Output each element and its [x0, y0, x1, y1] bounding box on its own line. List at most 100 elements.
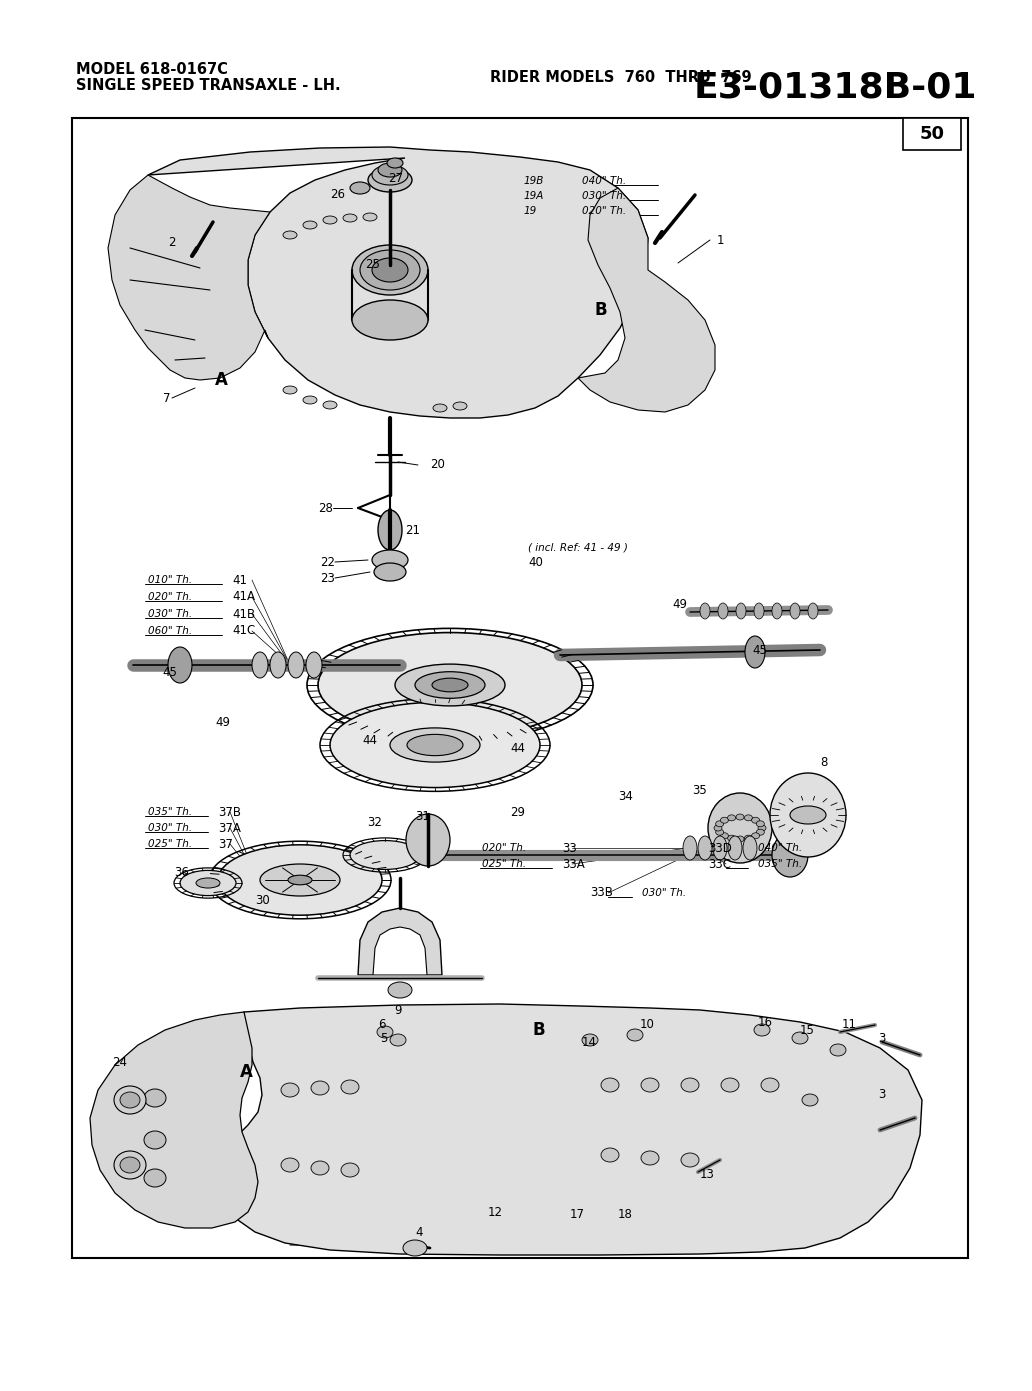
Text: 1: 1	[717, 234, 724, 246]
Ellipse shape	[728, 815, 736, 821]
Text: SINGLE SPEED TRANSAXLE - LH.: SINGLE SPEED TRANSAXLE - LH.	[76, 78, 341, 93]
Text: 20: 20	[430, 459, 445, 472]
Ellipse shape	[323, 216, 337, 224]
Text: 040" Th.: 040" Th.	[582, 177, 626, 186]
Polygon shape	[358, 908, 442, 975]
Ellipse shape	[318, 633, 582, 737]
Text: 15: 15	[800, 1024, 815, 1036]
Ellipse shape	[743, 836, 757, 860]
Ellipse shape	[728, 835, 736, 842]
Ellipse shape	[303, 396, 317, 403]
Text: 31: 31	[415, 810, 430, 822]
Ellipse shape	[751, 833, 760, 839]
Text: 25: 25	[365, 259, 380, 271]
Text: 025" Th.: 025" Th.	[148, 839, 192, 849]
Ellipse shape	[307, 652, 322, 677]
Ellipse shape	[757, 825, 766, 830]
Ellipse shape	[713, 836, 727, 860]
Ellipse shape	[715, 829, 723, 835]
Ellipse shape	[601, 1078, 619, 1092]
Ellipse shape	[252, 652, 268, 677]
Text: MODEL 618-0167C: MODEL 618-0167C	[76, 63, 228, 77]
Ellipse shape	[756, 829, 765, 835]
Ellipse shape	[761, 1078, 779, 1092]
Text: 020" Th.: 020" Th.	[148, 593, 192, 602]
Text: E3-01318B-01: E3-01318B-01	[694, 71, 977, 104]
Text: 17: 17	[570, 1209, 585, 1221]
Text: 11: 11	[842, 1018, 857, 1032]
Ellipse shape	[288, 875, 312, 885]
Ellipse shape	[582, 1034, 598, 1046]
Ellipse shape	[715, 821, 723, 826]
Text: RIDER MODELS  760  THRU  769: RIDER MODELS 760 THRU 769	[490, 70, 751, 85]
Text: A: A	[215, 371, 228, 389]
Ellipse shape	[281, 1157, 299, 1173]
Ellipse shape	[432, 679, 467, 691]
Ellipse shape	[350, 840, 420, 869]
Ellipse shape	[378, 163, 402, 177]
Ellipse shape	[744, 815, 752, 821]
Ellipse shape	[283, 231, 297, 239]
Ellipse shape	[114, 1086, 146, 1114]
Text: B: B	[533, 1021, 545, 1039]
Text: 41: 41	[232, 573, 247, 587]
Ellipse shape	[736, 814, 744, 821]
Text: 33B: 33B	[590, 886, 613, 900]
Ellipse shape	[736, 836, 744, 842]
Text: 9: 9	[394, 1003, 401, 1017]
Text: 040" Th.: 040" Th.	[757, 843, 802, 853]
Ellipse shape	[718, 604, 728, 619]
Text: 030" Th.: 030" Th.	[148, 609, 192, 619]
Ellipse shape	[372, 549, 408, 570]
Text: 29: 29	[510, 805, 525, 818]
Ellipse shape	[372, 166, 408, 185]
Text: 36: 36	[174, 867, 189, 879]
Text: 21: 21	[405, 523, 420, 537]
Ellipse shape	[407, 734, 463, 755]
Text: 44: 44	[362, 733, 377, 747]
Text: 24: 24	[112, 1056, 127, 1068]
Text: 010" Th.: 010" Th.	[148, 574, 192, 586]
Ellipse shape	[196, 878, 220, 887]
Text: 41C: 41C	[232, 625, 255, 637]
Ellipse shape	[323, 401, 337, 409]
Text: 020" Th.: 020" Th.	[482, 843, 526, 853]
Ellipse shape	[283, 385, 297, 394]
Ellipse shape	[352, 300, 428, 339]
Ellipse shape	[681, 1078, 699, 1092]
Text: 33A: 33A	[562, 857, 585, 871]
Text: 28: 28	[318, 502, 333, 515]
Text: 020" Th.: 020" Th.	[582, 206, 626, 216]
Ellipse shape	[791, 604, 800, 619]
Ellipse shape	[754, 1024, 770, 1036]
Ellipse shape	[627, 1029, 643, 1040]
Bar	[72, 118, 968, 1257]
Ellipse shape	[721, 1078, 739, 1092]
Ellipse shape	[720, 833, 729, 839]
Text: 18: 18	[618, 1209, 633, 1221]
Ellipse shape	[728, 836, 742, 860]
Ellipse shape	[120, 1092, 140, 1109]
Ellipse shape	[772, 833, 808, 876]
Ellipse shape	[681, 1153, 699, 1167]
Text: 30: 30	[255, 893, 269, 907]
Ellipse shape	[802, 1093, 818, 1106]
Text: 33C: 33C	[708, 857, 731, 871]
Ellipse shape	[350, 182, 370, 193]
Text: 4: 4	[415, 1225, 422, 1238]
Text: 3: 3	[878, 1032, 885, 1045]
Ellipse shape	[218, 844, 382, 915]
Ellipse shape	[433, 403, 447, 412]
Ellipse shape	[744, 835, 752, 842]
Text: 26: 26	[330, 188, 345, 200]
Ellipse shape	[415, 672, 485, 698]
Text: 025" Th.: 025" Th.	[482, 860, 526, 869]
Ellipse shape	[378, 510, 402, 549]
Ellipse shape	[641, 1078, 659, 1092]
Text: B: B	[595, 300, 608, 319]
Text: 030" Th.: 030" Th.	[642, 887, 686, 899]
Text: 6: 6	[378, 1017, 386, 1031]
Text: 50: 50	[920, 125, 944, 143]
Text: 030" Th.: 030" Th.	[148, 823, 192, 833]
Ellipse shape	[406, 814, 450, 867]
